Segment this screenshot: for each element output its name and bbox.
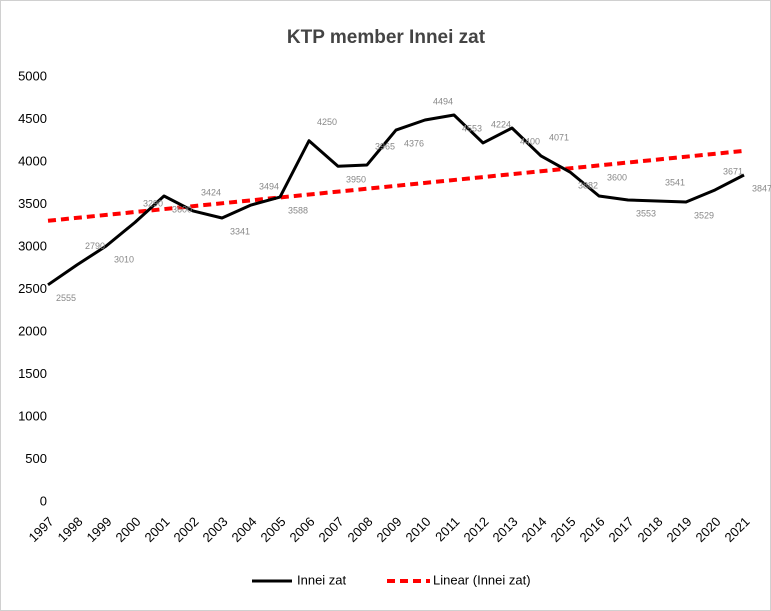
data-label: 3010: [114, 255, 134, 265]
y-tick-label: 0: [40, 493, 47, 508]
legend-label: Linear (Innei zat): [433, 572, 531, 587]
data-label: 3847: [752, 183, 771, 193]
data-label: 2555: [56, 293, 76, 303]
data-label: 3529: [694, 210, 714, 220]
data-line: [47, 113, 745, 287]
data-label: 4071: [549, 132, 569, 142]
data-label: 4553: [462, 123, 482, 133]
y-tick-label: 2500: [18, 281, 47, 296]
data-label: 3950: [346, 175, 366, 185]
data-label: 4400: [520, 136, 540, 146]
data-label: 3600: [172, 204, 192, 214]
y-tick-label: 4000: [18, 153, 47, 168]
data-label: 4494: [433, 96, 453, 106]
data-label: 3553: [636, 208, 656, 218]
legend-label: Innei zat: [297, 572, 347, 587]
data-label: 4250: [317, 117, 337, 127]
y-tick-label: 1000: [18, 408, 47, 423]
data-label: 3541: [665, 177, 685, 187]
y-tick-label: 4500: [18, 111, 47, 126]
data-label: 3600: [607, 172, 627, 182]
data-label: 3882: [578, 180, 598, 190]
data-label: 3424: [201, 187, 221, 197]
y-tick-label: 1500: [18, 366, 47, 381]
y-tick-label: 5000: [18, 68, 47, 83]
data-label: 2790: [85, 241, 105, 251]
chart-title: KTP member Innei zat: [287, 27, 486, 48]
data-label: 3965: [375, 141, 395, 151]
data-label: 3494: [259, 181, 279, 191]
data-label: 3290: [143, 199, 163, 209]
y-tick-label: 2000: [18, 323, 47, 338]
y-tick-label: 3500: [18, 196, 47, 211]
data-label: 4376: [404, 138, 424, 148]
data-label: 4224: [491, 119, 511, 129]
y-tick-label: 500: [25, 451, 47, 466]
y-tick-label: 3000: [18, 238, 47, 253]
data-label: 3341: [230, 226, 250, 236]
data-label: 3588: [288, 205, 308, 215]
data-label: 3671: [723, 166, 743, 176]
